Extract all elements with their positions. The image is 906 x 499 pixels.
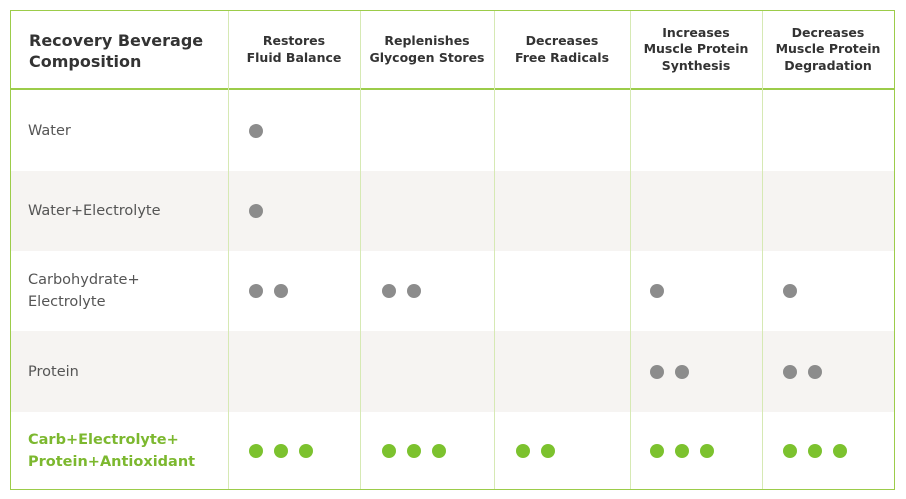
rating-dot-icon bbox=[675, 364, 689, 379]
column-header-protein-synthesis: Increases Muscle Protein Synthesis bbox=[643, 24, 749, 73]
rating-dot-icon bbox=[675, 444, 689, 458]
rating-dot-icon bbox=[783, 284, 797, 298]
corner-title: Recovery Beverage Composition bbox=[29, 31, 204, 71]
rating-cell bbox=[650, 331, 762, 412]
rating-dot-icon bbox=[249, 444, 263, 458]
rating-cell bbox=[382, 331, 494, 412]
rating-dot-icon bbox=[382, 444, 396, 458]
rating-dot-icon bbox=[650, 444, 664, 458]
table-row: Protein bbox=[11, 331, 894, 412]
rating-dot-icon bbox=[516, 444, 530, 458]
column-divider bbox=[360, 11, 361, 489]
rating-dot-icon bbox=[249, 284, 263, 298]
column-divider bbox=[762, 11, 763, 489]
table-row: Water bbox=[11, 90, 894, 171]
rating-cell bbox=[516, 331, 630, 412]
rating-dot-icon bbox=[299, 444, 313, 458]
column-divider bbox=[630, 11, 631, 489]
rating-dot-icon bbox=[650, 284, 664, 298]
rating-cell bbox=[516, 90, 630, 171]
rating-cell bbox=[249, 412, 360, 490]
rating-cell bbox=[650, 412, 762, 490]
column-header-protein-degradation: Decreases Muscle Protein Degradation bbox=[775, 24, 881, 73]
comparison-table: Recovery Beverage Composition Restores F… bbox=[10, 10, 895, 490]
rating-cell bbox=[382, 171, 494, 251]
rating-cell bbox=[783, 412, 894, 490]
table-row: Carb+Electrolyte+ Protein+Antioxidant bbox=[11, 412, 894, 490]
rating-dot-icon bbox=[382, 284, 396, 298]
rating-cell bbox=[382, 412, 494, 490]
rating-dot-icon bbox=[407, 284, 421, 298]
rating-cell bbox=[249, 331, 360, 412]
rating-cell bbox=[783, 90, 894, 171]
rating-dot-icon bbox=[407, 444, 421, 458]
rating-dot-icon bbox=[274, 284, 288, 298]
rating-dot-icon bbox=[249, 123, 263, 138]
rating-dot-icon bbox=[783, 364, 797, 379]
row-label: Carb+Electrolyte+ Protein+Antioxidant bbox=[28, 432, 196, 470]
rating-dot-icon bbox=[432, 444, 446, 458]
rating-dot-icon bbox=[808, 364, 822, 379]
rating-cell bbox=[516, 251, 630, 331]
column-header-fluid-balance: Restores Fluid Balance bbox=[246, 33, 342, 65]
rating-dot-icon bbox=[249, 204, 263, 218]
rating-cell bbox=[249, 251, 360, 331]
column-divider bbox=[228, 11, 229, 489]
rating-dot-icon bbox=[700, 444, 714, 458]
rating-cell bbox=[783, 171, 894, 251]
rating-cell bbox=[249, 171, 360, 251]
column-header-glycogen: Replenishes Glycogen Stores bbox=[369, 33, 485, 65]
rating-cell bbox=[650, 171, 762, 251]
column-header-free-radicals: Decreases Free Radicals bbox=[514, 33, 610, 65]
rating-cell bbox=[516, 412, 630, 490]
rating-cell bbox=[650, 90, 762, 171]
rating-cell bbox=[382, 251, 494, 331]
rating-cell bbox=[249, 90, 360, 171]
rating-cell bbox=[783, 331, 894, 412]
column-divider bbox=[494, 11, 495, 489]
row-label: Protein bbox=[28, 363, 79, 380]
row-label: Water+Electrolyte bbox=[28, 203, 161, 219]
rating-cell bbox=[650, 251, 762, 331]
rating-cell bbox=[382, 90, 494, 171]
rating-dot-icon bbox=[650, 364, 664, 379]
rating-dot-icon bbox=[808, 444, 822, 458]
table-row: Water+Electrolyte bbox=[11, 171, 894, 251]
rating-dot-icon bbox=[783, 444, 797, 458]
table-row: Carbohydrate+ Electrolyte bbox=[11, 251, 894, 331]
table-header: Recovery Beverage Composition Restores F… bbox=[11, 11, 894, 90]
rating-dot-icon bbox=[833, 444, 847, 458]
row-label: Water bbox=[28, 122, 71, 139]
rating-dot-icon bbox=[541, 444, 555, 458]
row-label: Carbohydrate+ Electrolyte bbox=[28, 272, 140, 310]
rating-dot-icon bbox=[274, 444, 288, 458]
rating-cell bbox=[783, 251, 894, 331]
rating-cell bbox=[516, 171, 630, 251]
